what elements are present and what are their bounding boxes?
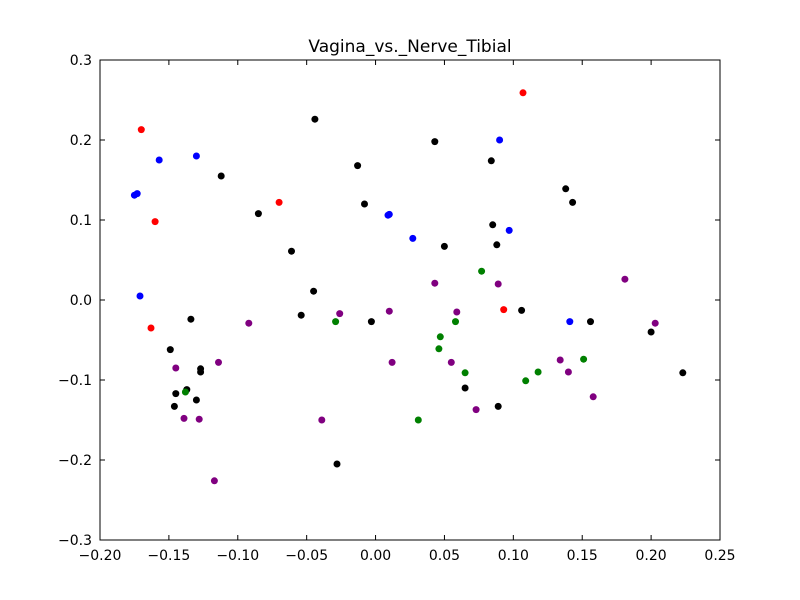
data-point [215, 358, 222, 366]
data-point [297, 311, 305, 319]
data-point [562, 185, 570, 193]
data-point [566, 318, 574, 326]
x-tick-label: 0.20 [636, 548, 667, 564]
data-point [647, 328, 655, 336]
data-point [505, 226, 513, 234]
data-point [589, 393, 597, 401]
data-point [447, 358, 455, 366]
data-point [354, 162, 362, 170]
data-point [172, 364, 180, 372]
data-point [155, 156, 163, 164]
data-point [621, 275, 629, 283]
data-point [217, 172, 225, 180]
data-point [133, 190, 141, 198]
data-point [333, 460, 341, 468]
data-point [461, 369, 469, 377]
data-point [431, 138, 439, 146]
x-tick-label: −0.20 [79, 548, 122, 564]
data-point [478, 267, 486, 275]
x-tick-label: 0.10 [498, 548, 529, 564]
axis-ticks: −0.20 −0.15 −0.10 −0.05 0.00 0.05 0.10 0.15 0.20… [58, 53, 736, 564]
data-point [489, 221, 497, 229]
data-point [172, 390, 180, 398]
data-point [166, 346, 174, 354]
data-point [136, 292, 144, 300]
data-point [556, 356, 564, 364]
data-point [453, 308, 461, 316]
data-point [195, 415, 203, 423]
data-point [452, 318, 459, 326]
x-tick-label: −0.15 [147, 548, 190, 564]
y-tick-label: 0.2 [70, 133, 92, 149]
data-point [388, 358, 396, 366]
data-point [461, 384, 469, 392]
data-point [192, 152, 200, 160]
data-point [494, 402, 502, 410]
data-point [522, 377, 530, 385]
data-point [519, 89, 527, 97]
data-point [534, 368, 542, 376]
data-point [518, 306, 526, 314]
x-tick-label: 0.15 [567, 548, 598, 564]
x-tick-label: 0.00 [360, 548, 391, 564]
x-tick-label: −0.10 [216, 548, 259, 564]
data-point [679, 369, 687, 377]
data-point [181, 388, 189, 396]
x-tick-label: 0.25 [704, 548, 735, 564]
data-point [197, 368, 205, 376]
data-point [310, 287, 318, 295]
data-point [332, 318, 340, 326]
data-point [245, 319, 253, 327]
y-tick-label: −0.1 [58, 373, 92, 389]
points-layer [130, 89, 687, 485]
y-tick-label: −0.3 [58, 533, 92, 549]
data-point [137, 126, 145, 134]
data-point [431, 279, 439, 287]
y-tick-label: −0.2 [58, 453, 92, 469]
data-point [487, 157, 495, 165]
data-point [192, 396, 200, 404]
data-point [361, 200, 368, 208]
y-tick-label: 0.1 [70, 213, 92, 229]
data-point [254, 210, 262, 218]
data-point [311, 115, 319, 123]
x-tick-label: −0.05 [285, 548, 328, 564]
data-point [435, 345, 443, 353]
data-point [580, 355, 588, 363]
data-point [409, 234, 417, 242]
data-point [651, 319, 659, 327]
data-point [414, 416, 422, 424]
data-point [180, 414, 188, 422]
data-point [496, 136, 504, 144]
data-point [385, 210, 393, 218]
chart-title: Vagina_vs._Nerve_Tibial [308, 37, 511, 57]
data-point [564, 368, 572, 376]
y-tick-label: 0.0 [70, 293, 92, 309]
y-tick-label: 0.3 [70, 53, 92, 69]
data-point [493, 241, 501, 249]
data-point [275, 198, 283, 206]
data-point [569, 198, 577, 206]
data-point [187, 315, 195, 323]
data-point [436, 333, 444, 341]
data-point [587, 318, 594, 326]
data-point [147, 324, 155, 332]
plot-frame [99, 59, 721, 541]
data-point [210, 477, 218, 485]
data-point [170, 402, 178, 410]
x-tick-label: 0.05 [429, 548, 460, 564]
data-point [500, 306, 508, 314]
data-point [318, 416, 326, 424]
data-point [367, 318, 375, 326]
data-point [151, 218, 159, 226]
data-point [288, 247, 295, 255]
data-point [494, 280, 502, 288]
data-point [440, 242, 448, 250]
data-point [472, 406, 480, 414]
data-point [385, 307, 393, 315]
data-point [336, 310, 344, 318]
